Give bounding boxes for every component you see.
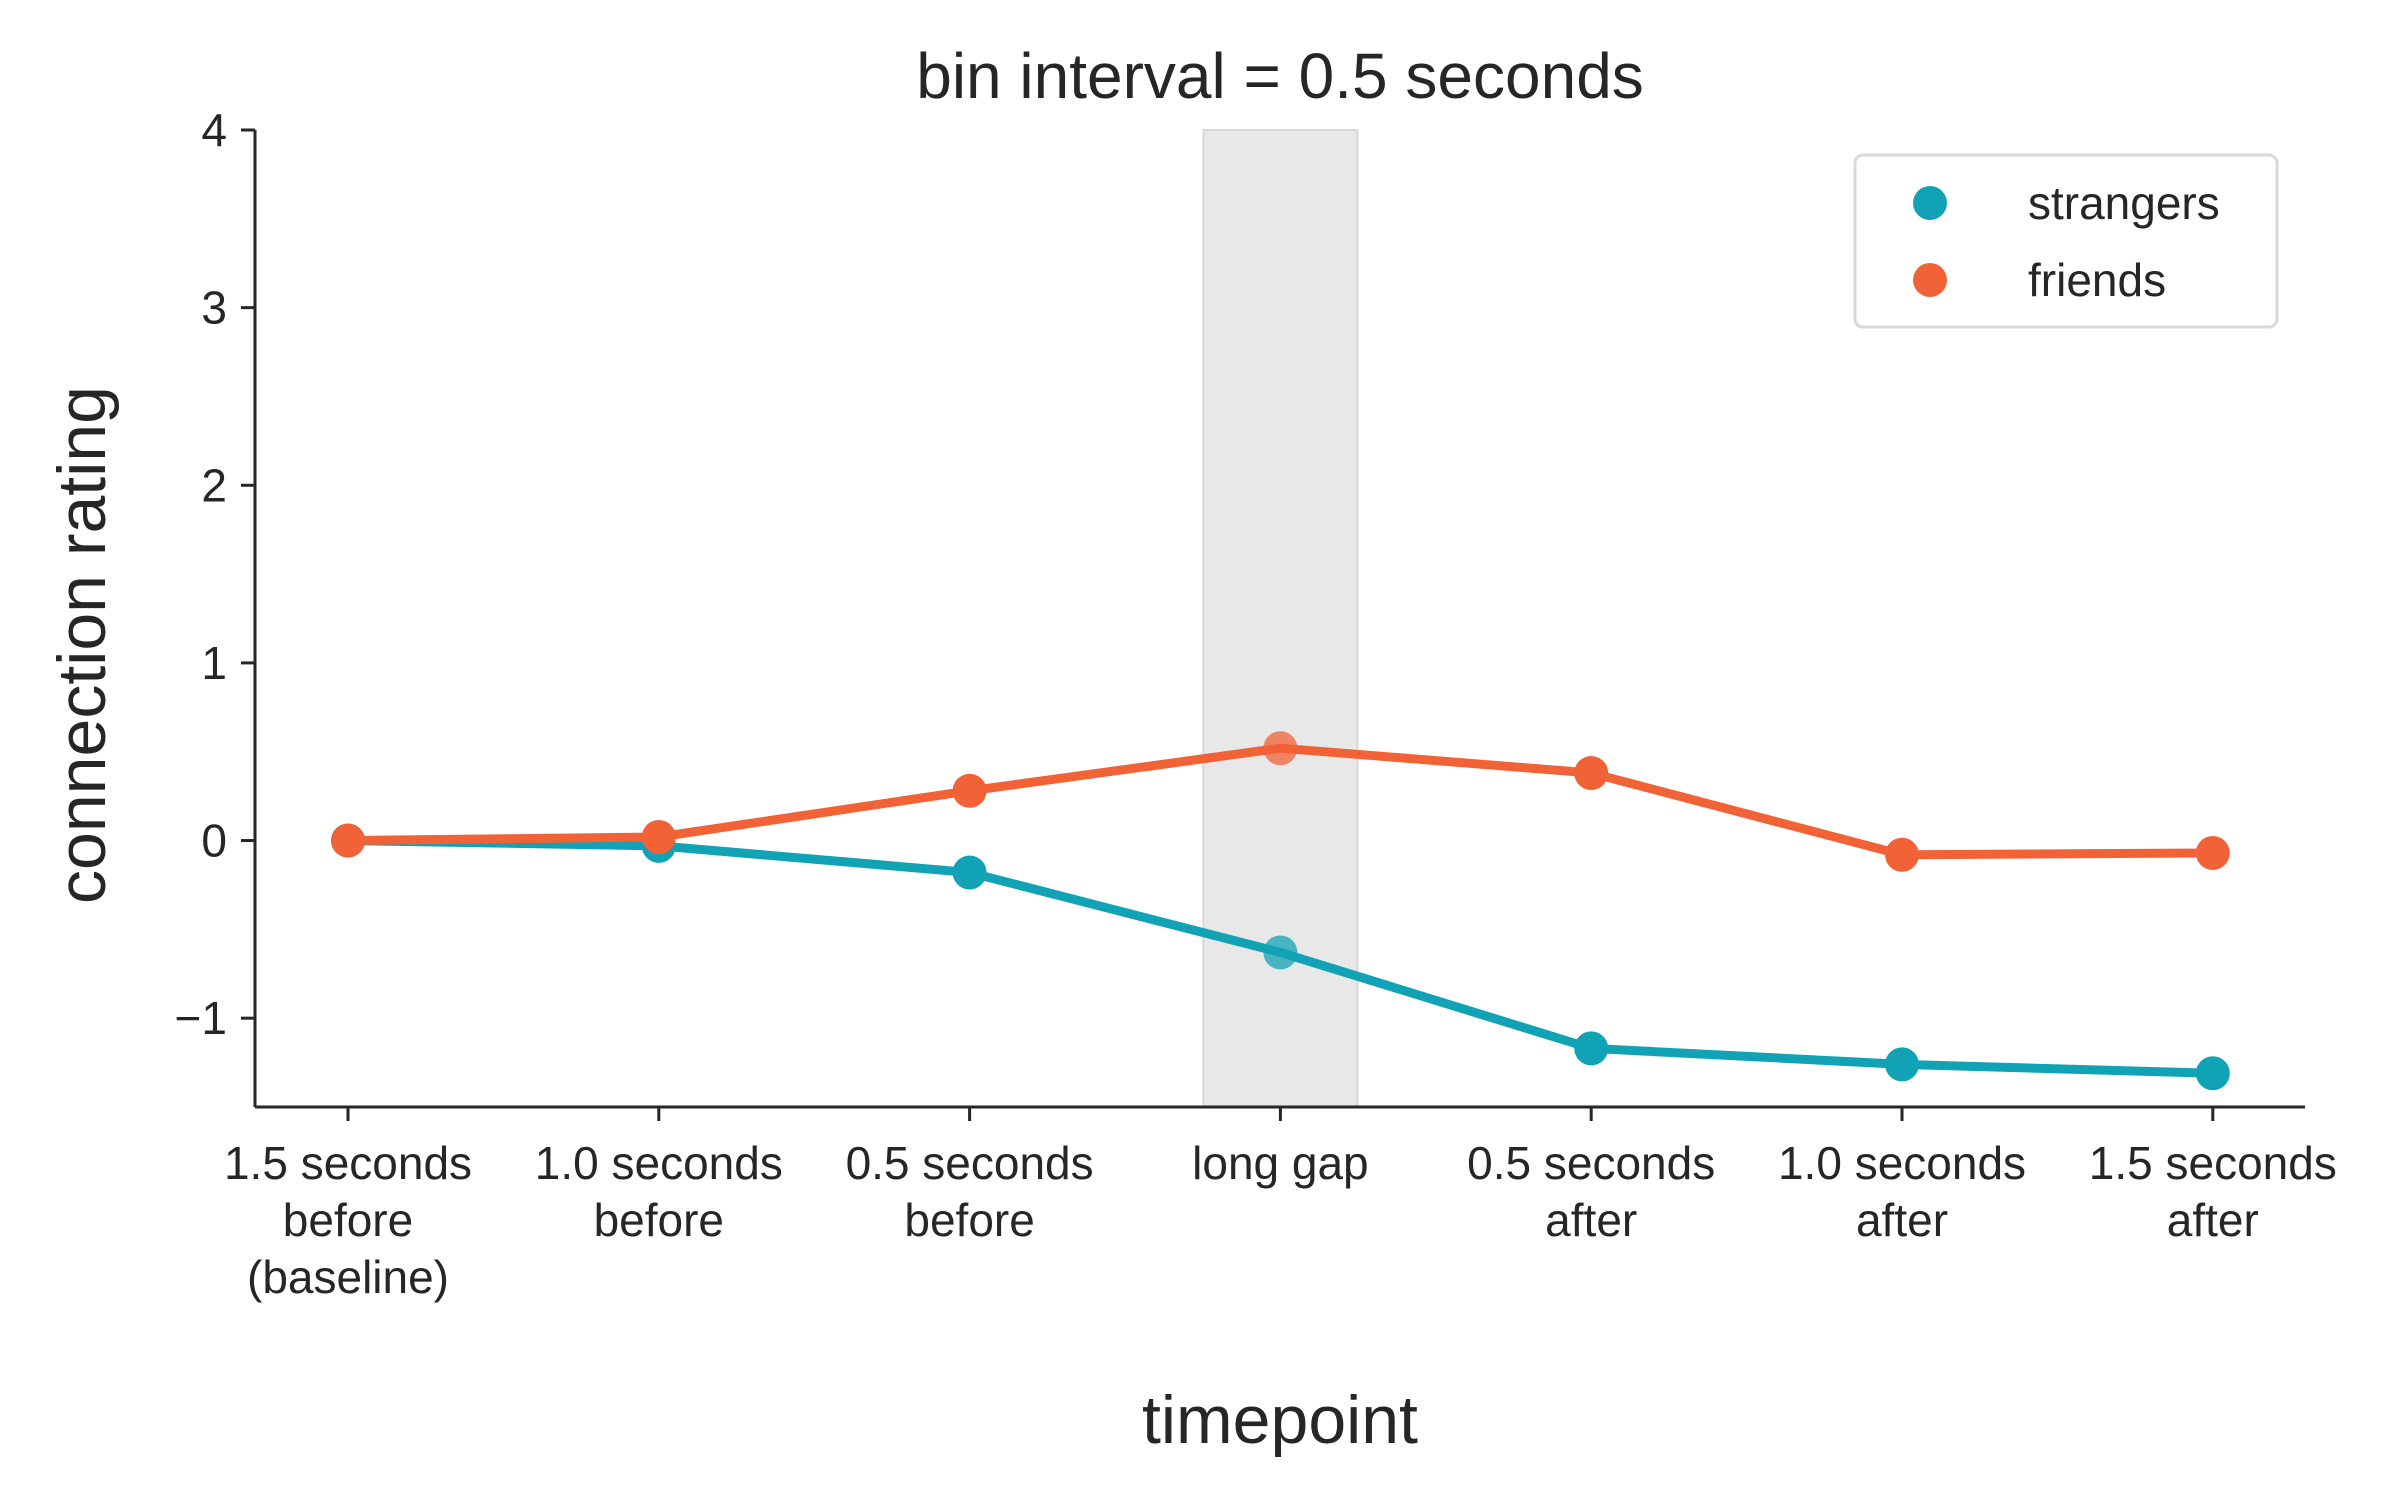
x-tick-label: 0.5 seconds after xyxy=(1467,1137,1715,1246)
y-axis-label: connection rating xyxy=(44,386,120,904)
legend-label-strangers: strangers xyxy=(2028,177,2220,229)
x-tick-label: 1.5 seconds after xyxy=(2089,1137,2337,1246)
legend-label-friends: friends xyxy=(2028,254,2166,306)
x-tick-label-line: after xyxy=(1856,1194,1948,1246)
legend-marker-strangers xyxy=(1913,186,1947,220)
x-tick-label-line: 1.5 seconds xyxy=(2089,1137,2337,1189)
x-tick-label-line: 0.5 seconds xyxy=(846,1137,1094,1189)
friends-point xyxy=(1263,731,1298,766)
y-tick-label: 4 xyxy=(201,104,227,156)
y-tick-label: 2 xyxy=(201,459,227,511)
strangers-point xyxy=(1574,1031,1609,1066)
friends-point xyxy=(331,823,365,858)
chart-title: bin interval = 0.5 seconds xyxy=(916,40,1644,112)
x-tick-label-line: (baseline) xyxy=(247,1251,449,1303)
strangers-point xyxy=(1263,935,1298,970)
x-tick-label-line: before xyxy=(594,1194,724,1246)
x-tick-label-line: after xyxy=(2167,1194,2259,1246)
friends-point xyxy=(1885,837,1919,872)
friends-point xyxy=(2195,835,2230,870)
strangers-point xyxy=(952,855,987,890)
x-tick-label: long gap xyxy=(1192,1137,1369,1189)
strangers-point xyxy=(2195,1056,2230,1091)
plot-area xyxy=(331,731,2230,1091)
x-tick-label: 1.5 seconds before (baseline) xyxy=(224,1137,472,1303)
x-tick-label: 1.0 seconds before xyxy=(535,1137,783,1246)
y-tick-label: 0 xyxy=(201,815,227,867)
x-tick-label-line: long gap xyxy=(1192,1137,1369,1189)
friends-point xyxy=(1574,756,1609,791)
strangers-point xyxy=(1885,1047,1919,1082)
x-axis-label: timepoint xyxy=(1142,1382,1418,1458)
x-tick-label-line: 1.0 seconds xyxy=(1778,1137,2026,1189)
legend-box xyxy=(1853,153,2279,329)
friends-point xyxy=(641,819,676,854)
x-tick-label: 1.0 seconds after xyxy=(1778,1137,2026,1246)
y-tick-label: −1 xyxy=(175,992,227,1044)
x-tick-label-line: before xyxy=(904,1194,1034,1246)
legend: strangers friends xyxy=(1853,153,2279,329)
x-tick-label: 0.5 seconds before xyxy=(846,1137,1094,1246)
friends-point xyxy=(952,773,987,808)
legend-marker-friends xyxy=(1913,263,1947,297)
x-tick-label-line: before xyxy=(283,1194,413,1246)
x-tick-label-line: after xyxy=(1545,1194,1637,1246)
x-tick-label-line: 1.5 seconds xyxy=(224,1137,472,1189)
y-tick-label: 1 xyxy=(201,637,227,689)
x-tick-label-line: 0.5 seconds xyxy=(1467,1137,1715,1189)
y-tick-label: 3 xyxy=(201,282,227,334)
x-tick-label-line: 1.0 seconds xyxy=(535,1137,783,1189)
